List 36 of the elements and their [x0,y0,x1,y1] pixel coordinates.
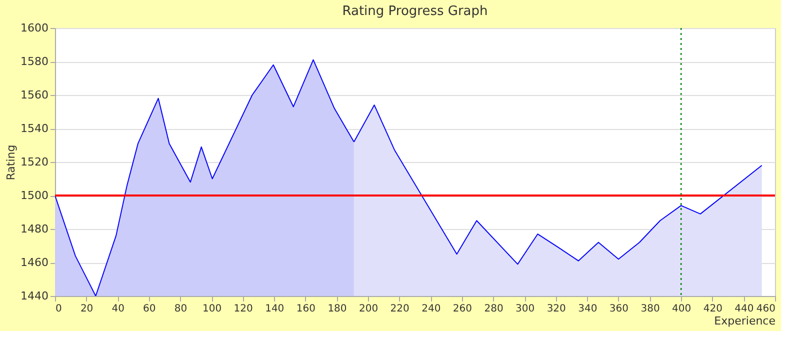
x-tick-label: 80 [174,304,188,314]
y-tick-label: 1480 [20,222,48,236]
chart-title: Rating Progress Graph [342,4,488,19]
x-tick-label: 340 [578,304,598,314]
x-tick-label: 180 [328,304,347,314]
y-tick-label: 1600 [20,22,48,34]
x-tick-label: 120 [234,304,253,314]
x-tick-label: 160 [296,304,316,314]
x-tick-label: 200 [358,304,378,314]
x-tick-label: 220 [390,304,410,314]
y-tick-label: 1560 [20,88,48,102]
x-tick-label: 140 [265,304,284,314]
y-tick-label: 1460 [20,256,48,269]
x-tick-label: 380 [640,304,660,314]
y-tick-label: 1580 [20,55,48,68]
x-tick-label: 20 [80,304,94,314]
x-axis-title: Experience [714,314,776,328]
x-tick-label: 280 [484,304,504,314]
x-tick-label: 260 [452,304,472,314]
y-axis-title: Rating [4,144,18,180]
y-tick-label: 1540 [20,122,48,135]
y-tick-label: 1440 [20,290,48,302]
x-tick-label: 460 [756,304,776,314]
x-tick-label: 240 [422,304,441,314]
x-tick-label: 100 [202,304,222,314]
x-tick-label: 0 [56,304,62,314]
x-tick-label: 40 [112,304,124,314]
x-tick-label: 320 [546,304,566,314]
y-tick-label: 1500 [20,189,48,202]
x-tick-label: 300 [516,304,535,314]
x-tick-label: 60 [143,304,156,314]
x-tick-label: 360 [609,304,629,314]
x-tick-label: 440 [734,304,754,314]
x-tick-label: 400 [672,304,692,314]
x-tick-label: 420 [703,304,722,314]
y-tick-label: 1520 [20,156,48,168]
